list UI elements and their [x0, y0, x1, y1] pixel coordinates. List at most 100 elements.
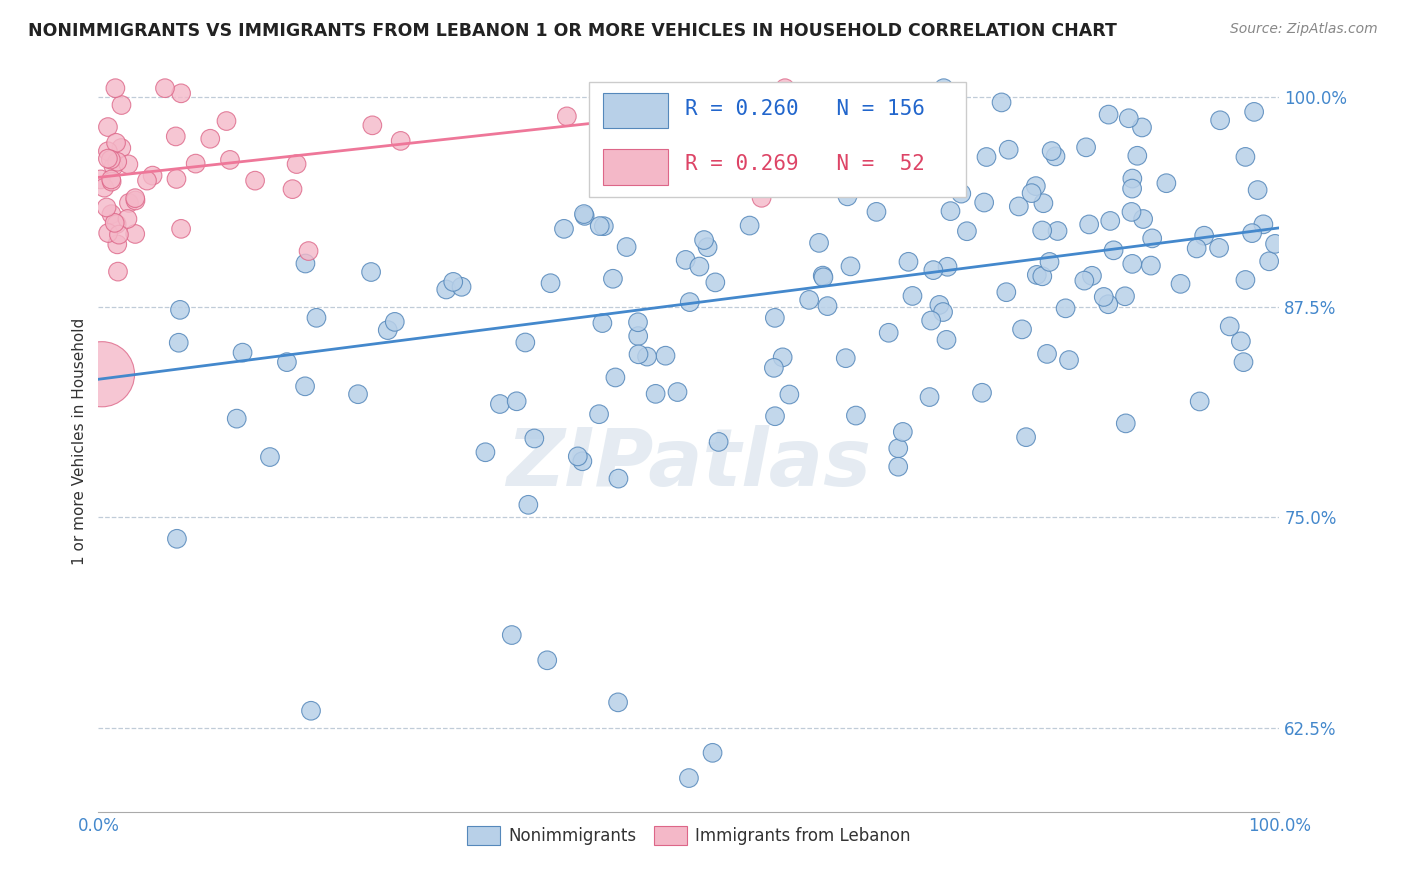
- Point: [1031, 223, 1053, 237]
- Text: NONIMMIGRANTS VS IMMIGRANTS FROM LEBANON 1 OR MORE VEHICLES IN HOUSEHOLD CORRELA: NONIMMIGRANTS VS IMMIGRANTS FROM LEBANON…: [28, 22, 1116, 40]
- Point: [347, 387, 370, 401]
- Point: [108, 227, 131, 242]
- Point: [142, 169, 165, 183]
- Point: [517, 498, 540, 512]
- Point: [91, 368, 114, 382]
- Point: [97, 152, 120, 166]
- Point: [1192, 228, 1215, 243]
- Point: [627, 347, 650, 361]
- Point: [450, 280, 472, 294]
- Point: [1078, 218, 1101, 232]
- Text: Source: ZipAtlas.com: Source: ZipAtlas.com: [1230, 22, 1378, 37]
- Point: [763, 310, 786, 325]
- Point: [592, 219, 614, 234]
- Point: [644, 387, 666, 401]
- Point: [297, 244, 319, 258]
- Point: [100, 207, 122, 221]
- Point: [1021, 186, 1043, 201]
- Point: [105, 237, 128, 252]
- Point: [1121, 257, 1143, 271]
- Point: [105, 136, 128, 150]
- Point: [1185, 242, 1208, 256]
- Point: [1234, 273, 1257, 287]
- Point: [117, 211, 139, 226]
- Point: [1241, 226, 1264, 240]
- Point: [1243, 104, 1265, 119]
- Point: [950, 186, 973, 201]
- Point: [361, 119, 384, 133]
- Point: [762, 360, 785, 375]
- Point: [1092, 290, 1115, 304]
- Point: [97, 226, 120, 240]
- Y-axis label: 1 or more Vehicles in Household: 1 or more Vehicles in Household: [72, 318, 87, 566]
- Point: [1031, 269, 1053, 284]
- Point: [1099, 214, 1122, 228]
- Point: [1045, 149, 1067, 163]
- Text: R = 0.260   N = 156: R = 0.260 N = 156: [685, 99, 925, 119]
- Point: [166, 172, 188, 186]
- Point: [1114, 289, 1136, 303]
- Point: [897, 255, 920, 269]
- Point: [105, 217, 128, 231]
- Point: [918, 390, 941, 404]
- Point: [107, 264, 129, 278]
- Point: [654, 349, 676, 363]
- Point: [811, 268, 834, 283]
- Point: [607, 472, 630, 486]
- Point: [799, 293, 821, 307]
- Point: [553, 222, 575, 236]
- Point: [474, 445, 496, 459]
- Point: [1140, 231, 1163, 245]
- Point: [610, 146, 633, 161]
- Point: [693, 233, 716, 247]
- Point: [675, 252, 697, 267]
- Point: [1230, 334, 1253, 349]
- Point: [104, 216, 127, 230]
- Point: [523, 432, 546, 446]
- Point: [441, 275, 464, 289]
- Point: [1156, 176, 1178, 190]
- Point: [1032, 196, 1054, 211]
- Point: [1102, 244, 1125, 258]
- Point: [1209, 113, 1232, 128]
- Point: [922, 263, 945, 277]
- Point: [184, 156, 207, 170]
- Point: [751, 191, 773, 205]
- Point: [294, 256, 316, 270]
- Point: [501, 628, 523, 642]
- Point: [1121, 205, 1143, 219]
- Point: [100, 175, 122, 189]
- Point: [1015, 430, 1038, 444]
- Point: [602, 272, 624, 286]
- Point: [555, 109, 578, 123]
- Point: [124, 194, 146, 208]
- Point: [166, 532, 188, 546]
- Point: [232, 345, 254, 359]
- Point: [167, 335, 190, 350]
- Point: [865, 205, 887, 219]
- Point: [839, 260, 862, 274]
- Point: [118, 195, 141, 210]
- Point: [153, 81, 176, 95]
- Point: [813, 270, 835, 285]
- Point: [835, 351, 858, 366]
- Point: [90, 172, 112, 186]
- Point: [93, 180, 115, 194]
- Point: [808, 235, 831, 250]
- Point: [285, 157, 308, 171]
- Point: [884, 176, 907, 190]
- Point: [688, 260, 710, 274]
- Point: [1219, 319, 1241, 334]
- Point: [588, 407, 610, 421]
- Point: [616, 240, 638, 254]
- Point: [1126, 149, 1149, 163]
- Point: [219, 153, 242, 167]
- Point: [360, 265, 382, 279]
- Point: [932, 81, 955, 95]
- FancyBboxPatch shape: [589, 82, 966, 197]
- Point: [1170, 277, 1192, 291]
- Point: [1118, 112, 1140, 126]
- Point: [572, 207, 595, 221]
- Point: [536, 653, 558, 667]
- FancyBboxPatch shape: [603, 149, 668, 185]
